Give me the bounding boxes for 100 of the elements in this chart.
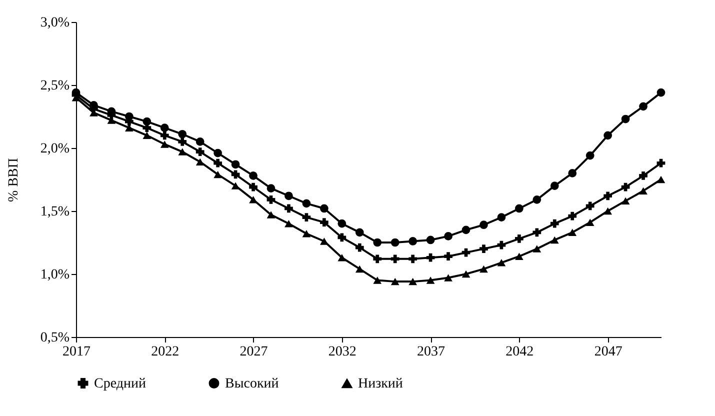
point: [284, 192, 293, 200]
point: [568, 212, 577, 220]
point: [266, 211, 276, 218]
point: [302, 199, 311, 208]
point: [160, 124, 169, 132]
point: [355, 228, 364, 237]
point: [532, 195, 542, 204]
point: [604, 192, 612, 200]
point: [284, 220, 293, 228]
point: [373, 238, 382, 247]
point: [249, 182, 258, 192]
point: [480, 220, 488, 230]
point: [302, 213, 311, 222]
y-tick-label: 3,0%: [40, 16, 70, 30]
point: [656, 88, 666, 97]
point: [284, 204, 293, 213]
point: [515, 252, 524, 260]
point: [142, 132, 152, 140]
point: [338, 219, 346, 228]
point: [214, 148, 222, 158]
point: [408, 237, 417, 246]
point: [639, 187, 648, 194]
point: [639, 102, 648, 111]
y-tick-label: 0,5%: [40, 330, 70, 346]
point: [444, 252, 452, 261]
x-tick-label: 2042: [506, 344, 534, 360]
point: [621, 114, 630, 124]
point: [444, 274, 452, 282]
point: [656, 176, 666, 184]
point: [249, 172, 258, 180]
y-tick-label: 1,5%: [40, 204, 70, 220]
point: [160, 140, 169, 148]
point: [373, 254, 382, 264]
point: [390, 238, 400, 247]
point: [497, 259, 506, 266]
point: [196, 158, 204, 166]
point: [408, 278, 417, 286]
point: [160, 131, 169, 140]
x-tick-label: 2022: [151, 344, 180, 360]
point: [550, 236, 559, 244]
point: [196, 138, 204, 146]
point: [249, 196, 258, 204]
point: [355, 265, 364, 273]
x-tick-label: 2032: [328, 344, 356, 360]
point: [480, 265, 488, 273]
point: [178, 130, 187, 138]
point: [586, 151, 594, 160]
point: [373, 276, 382, 284]
point: [196, 148, 204, 156]
point: [390, 278, 400, 286]
point: [338, 233, 346, 242]
point: [444, 232, 452, 240]
point: [568, 228, 577, 236]
legend-label: Средний: [94, 376, 146, 392]
point: [266, 184, 276, 192]
point: [604, 207, 612, 215]
point: [355, 243, 364, 252]
point: [320, 218, 328, 227]
y-tick-label: 2,0%: [40, 142, 70, 156]
point: [586, 218, 594, 226]
x-tick-label: 2047: [594, 344, 622, 360]
point: [426, 236, 435, 244]
point: [320, 204, 328, 213]
point: [621, 197, 630, 205]
point: [550, 182, 559, 190]
legend-label: Высокий: [225, 376, 280, 392]
point: [408, 254, 417, 264]
point: [604, 131, 612, 140]
point: [214, 170, 222, 178]
point: [266, 195, 276, 204]
point: [639, 172, 648, 180]
y-tick-label: 2,5%: [40, 78, 70, 94]
point: [426, 253, 435, 262]
point: [532, 245, 542, 252]
point: [426, 276, 435, 284]
point: [462, 226, 470, 234]
y-tick-label: 1,0%: [40, 268, 70, 282]
point: [515, 204, 524, 213]
point: [515, 234, 524, 243]
point: [480, 244, 488, 253]
point: [586, 202, 594, 210]
point: [497, 213, 506, 222]
point: [178, 148, 187, 156]
point: [568, 169, 577, 178]
point: [462, 270, 470, 278]
point: [125, 112, 134, 121]
y-axis-title: % ВВП: [6, 158, 22, 202]
point: [462, 248, 470, 257]
point: [142, 117, 152, 126]
point: [320, 238, 328, 245]
point: [231, 160, 240, 169]
point: [532, 228, 542, 237]
point: [178, 138, 187, 146]
point: [338, 254, 346, 262]
x-tick-label: 2037: [417, 344, 446, 360]
legend-label: Низкий: [358, 376, 404, 392]
x-tick-label: 2027: [240, 344, 268, 360]
x-tick-label: 2017: [62, 344, 90, 360]
point: [214, 158, 222, 168]
point: [390, 254, 400, 264]
